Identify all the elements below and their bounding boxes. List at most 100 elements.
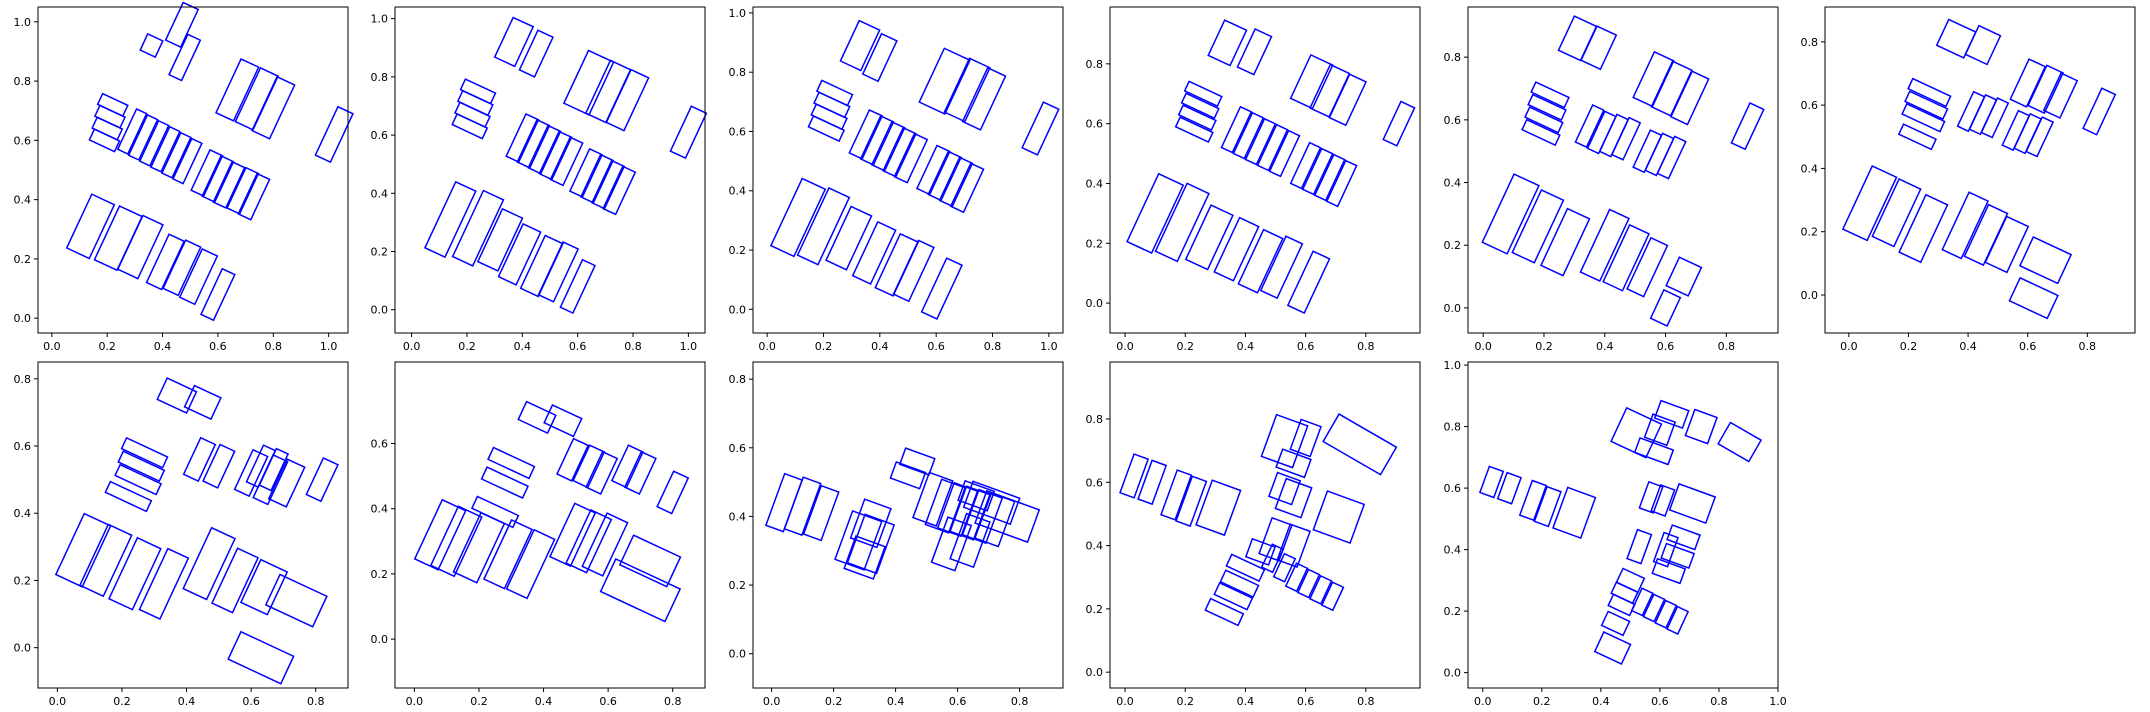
box-4-3	[1289, 53, 1334, 110]
x-tick-label: 0.0	[1116, 340, 1134, 353]
box-6-20	[1941, 191, 1990, 260]
box-4-26	[1286, 250, 1331, 315]
box-8-20	[618, 534, 682, 588]
box-8-2	[543, 404, 583, 438]
y-tick-label: 0.6	[14, 440, 32, 453]
box-7-11	[114, 463, 163, 496]
y-tick-label: 0.6	[1086, 476, 1104, 489]
box-2-18	[591, 159, 626, 210]
box-1-28	[178, 247, 219, 306]
y-tick-label: 0.2	[1086, 603, 1104, 616]
x-tick-label: 0.2	[470, 695, 488, 708]
box-7-19	[182, 526, 236, 601]
box-9-6	[843, 535, 887, 580]
box-7-3	[182, 436, 217, 483]
x-tick-label: 0.8	[1357, 340, 1375, 353]
x-tick-label: 0.4	[871, 340, 889, 353]
box-11-8	[1633, 436, 1675, 466]
box-7-1	[156, 377, 198, 415]
box-6-9	[1901, 102, 1946, 133]
box-5-19	[1511, 188, 1565, 264]
axes-frame	[37, 6, 349, 334]
box-6-4	[2027, 64, 2065, 115]
box-10-19	[1296, 568, 1321, 599]
y-tick-label: 0.6	[729, 442, 747, 455]
box-10-3	[1160, 469, 1193, 521]
box-11-5	[1552, 486, 1597, 539]
box-2-3	[562, 49, 615, 116]
box-11-13	[1638, 480, 1664, 514]
box-2-6	[669, 105, 708, 160]
box-1-26	[145, 233, 186, 291]
box-6-7	[1907, 77, 1952, 108]
x-tick-label: 0.2	[1535, 340, 1553, 353]
box-2-16	[568, 147, 604, 198]
box-2-5	[605, 68, 650, 132]
x-tick-label: 0.4	[887, 695, 905, 708]
box-10-10	[1274, 477, 1313, 519]
box-4-13	[1244, 117, 1277, 166]
box-1-9	[93, 104, 127, 129]
axes-frame	[752, 6, 1064, 334]
x-tick-label: 0.4	[1237, 695, 1255, 708]
box-8-10	[480, 466, 530, 500]
box-1-19	[201, 154, 235, 204]
x-tick-label: 0.8	[984, 340, 1002, 353]
y-tick-label: 0.8	[14, 373, 32, 386]
y-tick-label: 0.2	[1086, 237, 1104, 250]
x-tick-label: 0.4	[514, 340, 532, 353]
y-tick-label: 0.6	[1444, 482, 1462, 495]
box-5-14	[1610, 116, 1642, 161]
x-tick-label: 0.2	[98, 340, 116, 353]
chart-panel-8: 0.0 0.2 0.4 0.6 0.8 0.0 0.2 0.4 0.6	[371, 361, 706, 708]
box-9-16	[930, 516, 973, 572]
box-4-5	[1328, 73, 1368, 127]
chart-panel-2: 0.0 0.2 0.4 0.6 0.8 1.0 0.0 0.2 0.4 0.6 0.8 1.0	[371, 6, 708, 353]
box-6-2	[1964, 24, 2002, 66]
x-tick-label: 0.4	[178, 695, 196, 708]
box-7-15	[54, 512, 112, 588]
box-11-3	[1518, 479, 1548, 522]
box-10-9	[1267, 471, 1302, 506]
chart-panel-9: 0.0 0.2 0.4 0.6 0.8 0.0 0.2 0.4 0.6 0.8	[729, 361, 1064, 708]
x-tick-label: 0.2	[825, 695, 843, 708]
chart-panel-4: 0.0 0.2 0.4 0.6 0.8 0.0 0.2 0.4 0.6 0.8	[1086, 6, 1421, 353]
box-10-6	[1260, 413, 1309, 469]
y-tick-label: 0.4	[1801, 162, 1819, 175]
box-11-1	[1478, 465, 1505, 499]
box-4-2	[1236, 28, 1273, 76]
y-tick-label: 0.2	[1444, 605, 1462, 618]
box-3-22	[825, 205, 873, 271]
box-4-19	[1325, 159, 1358, 208]
box-5-24	[1665, 256, 1703, 297]
x-tick-label: 0.4	[1237, 340, 1255, 353]
y-tick-label: 0.2	[371, 246, 389, 259]
box-10-18	[1284, 562, 1309, 593]
box-1-22	[237, 172, 271, 221]
box-1-15	[149, 125, 181, 173]
box-2-26	[559, 258, 597, 315]
chart-panel-1: 0.0 0.2 0.4 0.6 0.8 1.0 0.0 0.2 0.4 0.6 0.8 1.0	[14, 1, 354, 353]
box-6-5	[2042, 72, 2079, 119]
y-tick-label: 1.0	[14, 16, 32, 29]
y-tick-label: 0.0	[371, 633, 389, 646]
box-4-21	[1154, 182, 1210, 263]
box-1-24	[93, 205, 144, 272]
box-7-9	[120, 436, 169, 469]
box-3-18	[938, 156, 974, 208]
box-1-4	[215, 57, 260, 122]
x-tick-label: 0.8	[1011, 695, 1029, 708]
x-tick-label: 0.0	[1474, 695, 1492, 708]
x-tick-label: 0.6	[2019, 340, 2037, 353]
box-10-4	[1175, 475, 1208, 528]
box-6-23	[2018, 236, 2073, 285]
x-tick-label: 0.6	[599, 695, 617, 708]
box-3-21	[796, 186, 851, 266]
box-8-17	[548, 502, 597, 568]
box-1-13	[127, 113, 159, 161]
box-1-1	[164, 1, 200, 49]
y-tick-label: 0.4	[729, 185, 747, 198]
box-5-6	[1730, 102, 1765, 151]
box-7-12	[104, 480, 153, 513]
